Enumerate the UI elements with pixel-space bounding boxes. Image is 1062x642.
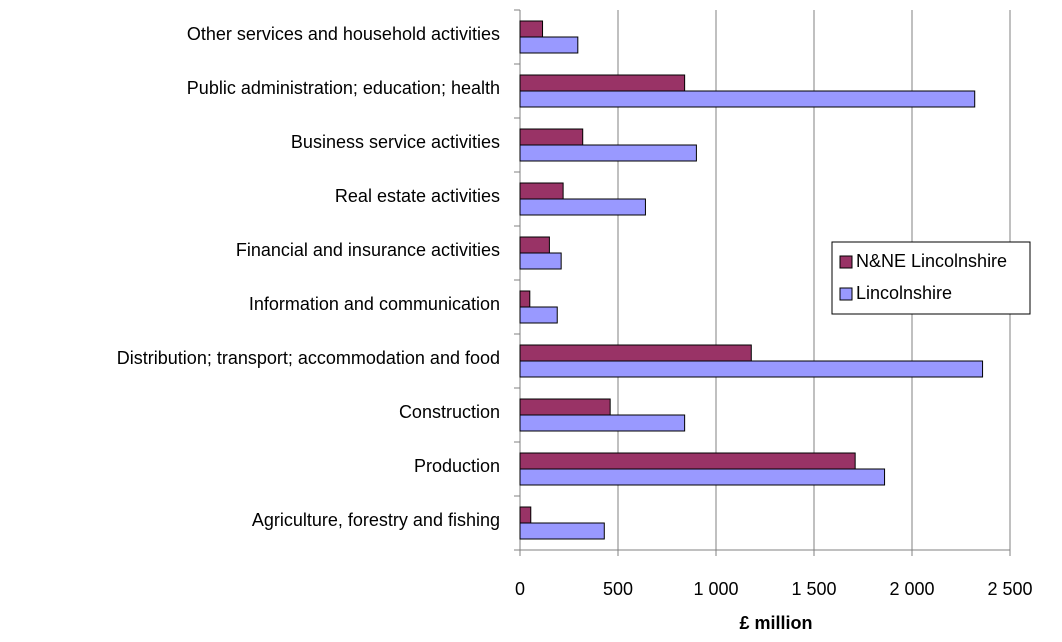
- bar: [519, 74, 686, 92]
- bar: [519, 252, 562, 270]
- bar: [519, 290, 531, 308]
- bar: [519, 398, 611, 416]
- y-tick-label: Distribution; transport; accommodation a…: [117, 348, 500, 368]
- bar: [519, 236, 550, 254]
- x-tick-label: 1 500: [791, 579, 836, 599]
- y-tick-label: Business service activities: [291, 132, 500, 152]
- y-tick-label: Production: [414, 456, 500, 476]
- x-tick-label: 2 500: [987, 579, 1032, 599]
- y-tick-label: Other services and household activities: [187, 24, 500, 44]
- x-tick-label: 1 000: [693, 579, 738, 599]
- bar: [519, 128, 584, 146]
- legend-label: Lincolnshire: [856, 283, 952, 303]
- bar: [519, 144, 697, 162]
- y-tick-label: Agriculture, forestry and fishing: [252, 510, 500, 530]
- y-tick-label: Real estate activities: [335, 186, 500, 206]
- y-tick-label: Public administration; education; health: [187, 78, 500, 98]
- bar: [519, 344, 752, 362]
- legend-swatch: [839, 255, 853, 269]
- legend-label: N&NE Lincolnshire: [856, 251, 1007, 271]
- y-tick-label: Construction: [399, 402, 500, 422]
- legend-box: [831, 241, 1031, 315]
- bar: [519, 522, 605, 540]
- bar: [519, 198, 646, 216]
- bar: [519, 182, 564, 200]
- bar: [519, 306, 558, 324]
- x-axis-label: £ million: [739, 613, 812, 633]
- bar: [519, 36, 579, 54]
- bar: [519, 506, 532, 524]
- bar: [519, 90, 976, 108]
- bar: [519, 414, 686, 432]
- y-tick-label: Financial and insurance activities: [236, 240, 500, 260]
- bar: [519, 452, 856, 470]
- bar: [519, 20, 544, 38]
- x-tick-label: 2 000: [889, 579, 934, 599]
- x-tick-label: 0: [515, 579, 525, 599]
- x-tick-label: 500: [603, 579, 633, 599]
- bar: [519, 468, 886, 486]
- bar: [519, 360, 984, 378]
- legend-swatch: [839, 287, 853, 301]
- y-tick-label: Information and communication: [249, 294, 500, 314]
